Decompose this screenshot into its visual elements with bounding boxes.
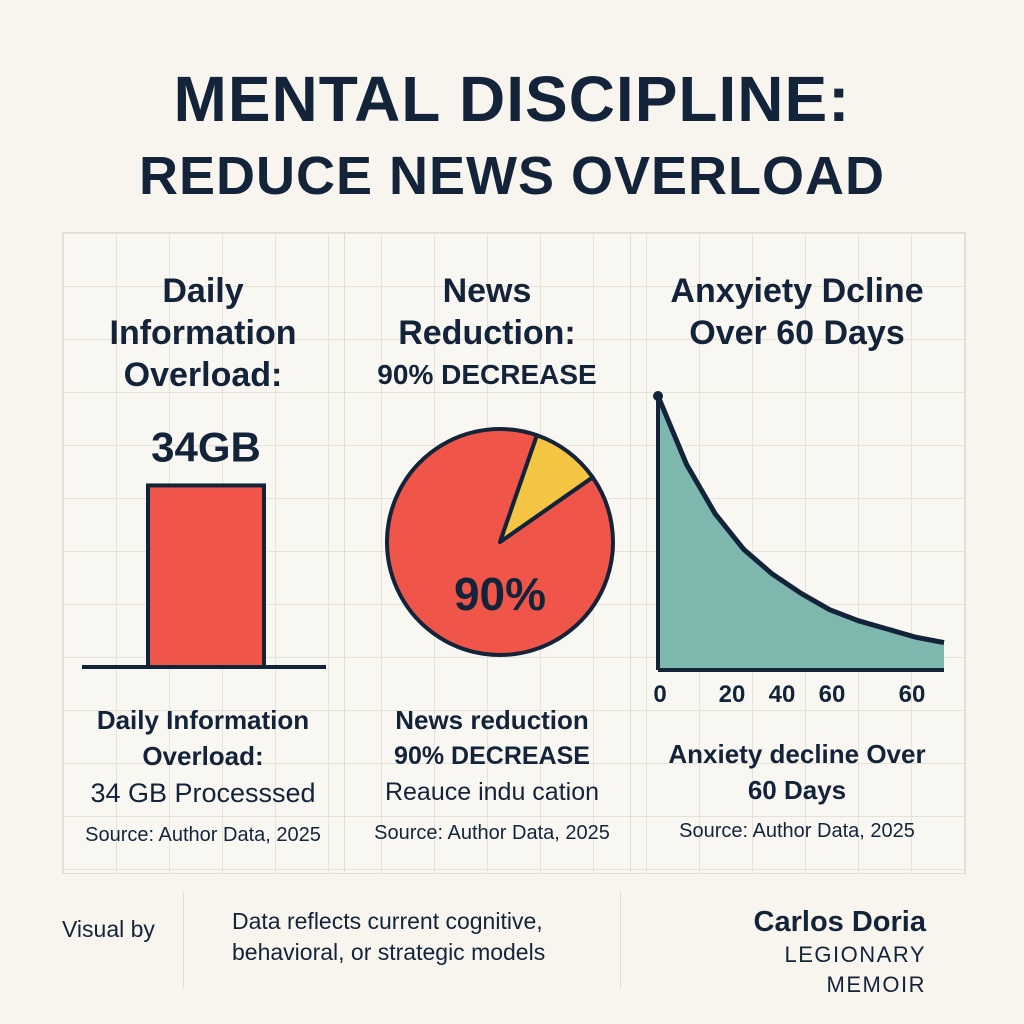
x-tick-label: 60	[899, 681, 926, 708]
panel1-caption-line: Overload:	[142, 741, 264, 771]
panel1-caption-line: 34 GB Processsed	[90, 778, 316, 808]
panel2-caption-line: 90% DECREASE	[394, 742, 590, 770]
publication-name: LEGIONARY MEMOIR	[784, 942, 926, 997]
bar-value-label: 34GB	[151, 423, 261, 470]
panel2-caption: News reduction 90% DECREASE Reauce indu …	[344, 702, 640, 846]
bar	[146, 483, 266, 669]
x-tick-label: 60	[819, 681, 846, 708]
page-subtitle: REDUCE NEWS OVERLOAD	[138, 146, 886, 206]
bar-chart: 34GB	[82, 423, 326, 669]
panel3-caption-line: Anxiety decline Over	[668, 739, 926, 769]
panel-divider	[344, 232, 345, 872]
panel1-source: Source: Author Data, 2025	[85, 824, 321, 846]
panel1-caption: Daily Information Overload: 34 GB Proces…	[62, 702, 344, 848]
panel2-title: News Reduction: 90% DECREASE	[344, 270, 630, 396]
panel3-caption: Anxiety decline Over 60 Days Source: Aut…	[630, 736, 964, 844]
panel2-title-line: 90% DECREASE	[377, 359, 597, 390]
x-tick-label: 20	[719, 681, 746, 708]
panel1-title-line: Daily	[162, 272, 244, 310]
footer-credit: Carlos Doria LEGIONARY MEMOIR	[700, 904, 926, 1000]
area-line	[655, 395, 945, 646]
footer-note-line: behavioral, or strategic models	[232, 939, 546, 965]
panel-divider	[630, 232, 631, 872]
panel1-title-line: Information	[109, 314, 297, 352]
pie-slice	[498, 433, 595, 544]
pie-label: 90%	[454, 568, 546, 620]
area-fill	[658, 396, 944, 670]
panel3-caption-line: 60 Days	[747, 775, 847, 805]
author-name: Carlos Doria	[753, 906, 926, 938]
footer-divider	[620, 892, 621, 988]
panel1-title-line: Overload:	[123, 356, 283, 394]
panel2-caption-line: News reduction	[395, 705, 589, 735]
x-tick-label: 40	[769, 681, 796, 708]
page-title: MENTAL DISCIPLINE:	[173, 63, 851, 135]
x-tick-label: 0	[653, 681, 666, 708]
panel3-title-line: Over 60 Days	[689, 314, 905, 352]
panel3-title: Anxyiety Dcline Over 60 Days	[630, 270, 964, 354]
panel2-title-line: News	[442, 272, 532, 310]
panel1-caption-line: Daily Information	[96, 705, 310, 735]
pie-chart: 90%	[385, 427, 615, 657]
visual-by-label: Visual by	[62, 916, 155, 942]
area-chart: 0 20 40 60 60	[653, 391, 945, 708]
panel2-source: Source: Author Data, 2025	[374, 822, 610, 844]
footer-note-line: Data reflects current cognitive,	[232, 908, 543, 934]
panel2-title-line: Reduction:	[398, 314, 576, 352]
footer-note: Data reflects current cognitive, behavio…	[232, 906, 545, 968]
panel3-source: Source: Author Data, 2025	[679, 820, 915, 842]
panel2-caption-line: Reauce indu cation	[384, 778, 600, 806]
panel1-title: Daily Information Overload:	[62, 270, 344, 396]
footer-divider	[183, 892, 184, 988]
panel3-title-line: Anxyiety Dcline	[670, 272, 924, 310]
